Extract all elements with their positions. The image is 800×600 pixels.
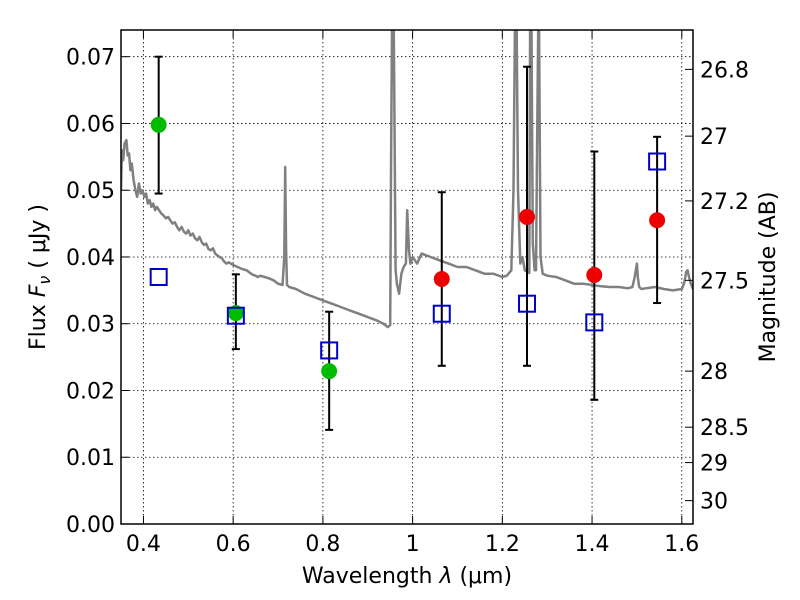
x-tick-label: 1.2 (485, 532, 520, 557)
red-data-point (649, 212, 666, 229)
green-data-point (321, 363, 338, 380)
y-tick-label: 0.06 (66, 112, 115, 137)
x-axis-label: Wavelength λ (μm) (302, 564, 512, 589)
right-tick-label: 27.2 (700, 190, 749, 215)
red-data-point (586, 266, 603, 283)
right-tick-label: 29 (700, 452, 728, 477)
y-tick-label: 0.01 (66, 446, 115, 471)
y-axis-ticks: 0.00 0.01 0.02 0.03 0.04 0.05 0.06 0.07 (66, 46, 129, 538)
plot-frame (120, 29, 694, 525)
blue-square-marker (648, 152, 667, 171)
blue-square-marker (432, 304, 451, 323)
plot-area (121, 30, 693, 431)
blue-square-marker (585, 313, 604, 332)
red-data-point (433, 271, 450, 288)
blue-square-marker (320, 341, 339, 360)
right-tick-label: 27.5 (700, 269, 749, 294)
right-tick-label: 28.5 (700, 416, 749, 441)
blue-square-marker (226, 306, 245, 325)
y-tick-label: 0.00 (66, 513, 115, 538)
x-tick-label: 0.8 (305, 532, 340, 557)
green-data-point (150, 116, 167, 133)
right-tick-label: 27 (700, 125, 728, 150)
x-tick-label: 0.4 (126, 532, 161, 557)
x-tick-label: 0.6 (216, 532, 251, 557)
x-axis-ticks: 0.4 0.6 0.8 1 1.2 1.4 1.6 (126, 30, 699, 557)
y-tick-label: 0.02 (66, 379, 115, 404)
blue-square-marker (518, 294, 537, 313)
red-data-point (519, 208, 536, 225)
x-tick-label: 1.6 (664, 532, 699, 557)
y-tick-label: 0.07 (66, 46, 115, 71)
right-axis-ticks: 26.8 27 27.2 27.5 28 28.5 29 30 (685, 58, 749, 515)
y-axis-label: Flux Fν ( μJy ) (26, 204, 54, 350)
y-tick-label: 0.05 (66, 179, 115, 204)
model-spectrum-line (121, 30, 693, 329)
right-tick-label: 30 (700, 490, 728, 515)
right-tick-label: 26.8 (700, 58, 749, 83)
right-tick-label: 28 (700, 360, 728, 385)
blue-square-marker (149, 268, 168, 286)
x-tick-label: 1.4 (575, 532, 610, 557)
right-axis-label: Magnitude (AB) (756, 192, 781, 363)
y-tick-label: 0.03 (66, 313, 115, 338)
x-tick-label: 1 (406, 532, 420, 557)
y-tick-label: 0.04 (66, 246, 115, 271)
